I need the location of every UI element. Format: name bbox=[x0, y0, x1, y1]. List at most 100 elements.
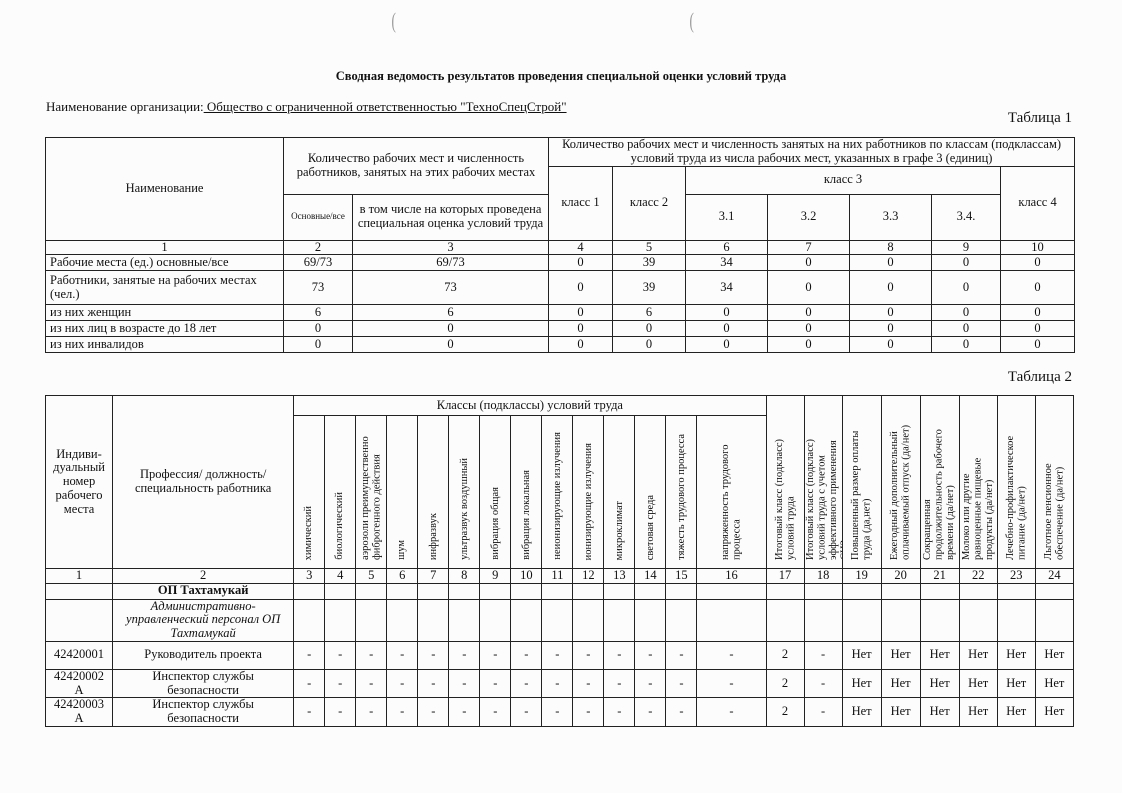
empty-cell bbox=[44, 582, 114, 600]
cell-value: - bbox=[572, 640, 605, 670]
cell-value: 6 bbox=[283, 304, 353, 322]
cell-value: 0 bbox=[685, 320, 769, 338]
punch-mark: ( bbox=[689, 8, 694, 33]
empty-cell bbox=[958, 598, 998, 642]
row-label: из них инвалидов bbox=[45, 336, 284, 354]
table2-caption: Таблица 2 bbox=[1007, 369, 1072, 385]
header-factor: световая среда bbox=[634, 415, 667, 569]
header-extra-label: Сокращенная продолжительность рабочего в… bbox=[922, 429, 957, 560]
table-row: Рабочие места (ед.) основные/все 69/73 69/… bbox=[45, 254, 1076, 272]
cell-value: 2 bbox=[765, 697, 805, 727]
cell-value: - bbox=[479, 697, 512, 727]
empty-cell bbox=[44, 598, 114, 642]
header-extra-label: Молоко или другие равноценные пищевые пр… bbox=[960, 457, 995, 560]
workplace-table: Индиви-дуальный номер рабочего места Про… bbox=[44, 395, 1075, 727]
empty-cell bbox=[510, 598, 543, 642]
empty-cell bbox=[765, 598, 805, 642]
column-number: 22 bbox=[958, 567, 998, 584]
cell-value: 0 bbox=[1000, 270, 1076, 306]
column-number: 15 bbox=[665, 567, 698, 584]
cell-value: Нет bbox=[919, 668, 960, 699]
cell-value: 39 bbox=[612, 270, 687, 306]
column-number: 6 bbox=[386, 567, 419, 584]
cell-value: 69/73 bbox=[283, 254, 353, 272]
header-factor: напряженность трудового процесса bbox=[696, 415, 767, 569]
table-row: Работники, занятые на рабочих местах (че… bbox=[45, 270, 1076, 306]
empty-cell bbox=[541, 598, 574, 642]
cell-value: 0 bbox=[849, 320, 933, 338]
header-factor: аэрозоли преимущественно фиброгенного де… bbox=[355, 415, 388, 569]
cell-value: Нет bbox=[996, 668, 1036, 699]
cell-value: 0 bbox=[1000, 304, 1076, 322]
cell-value: - bbox=[696, 668, 767, 699]
header-extra: Сокращенная продолжительность рабочего в… bbox=[919, 395, 960, 569]
empty-cell bbox=[417, 598, 450, 642]
cell-value: 0 bbox=[685, 304, 769, 322]
cell-value: - bbox=[696, 697, 767, 727]
header-extra: Итоговый класс (подкласс) условий труда bbox=[765, 395, 805, 569]
cell-value: - bbox=[386, 697, 419, 727]
cell-value: Нет bbox=[880, 640, 921, 670]
empty-cell bbox=[448, 598, 481, 642]
header-factor-label: шум bbox=[396, 540, 408, 560]
cell-value: 0 bbox=[931, 320, 1002, 338]
cell-value: 0 bbox=[1000, 254, 1076, 272]
column-number: 10 bbox=[1000, 239, 1076, 256]
cell-value: 0 bbox=[931, 304, 1002, 322]
column-number: 1 bbox=[44, 567, 114, 584]
cell-value: - bbox=[417, 640, 450, 670]
organization-line: Наименование организации: Общество с огр… bbox=[46, 99, 567, 115]
cell-value: - bbox=[324, 640, 357, 670]
cell-value: Нет bbox=[958, 640, 998, 670]
cell-value: 0 bbox=[767, 254, 851, 272]
header-extra: Молоко или другие равноценные пищевые пр… bbox=[958, 395, 998, 569]
empty-cell bbox=[996, 582, 1036, 600]
cell-value: - bbox=[293, 668, 326, 699]
cell-value: 0 bbox=[849, 336, 933, 354]
cell-value: - bbox=[448, 697, 481, 727]
header-factor: вибрация общая bbox=[479, 415, 512, 569]
header-factor: ультразвук воздушный bbox=[448, 415, 481, 569]
column-number: 4 bbox=[324, 567, 357, 584]
cell-value: - bbox=[603, 668, 636, 699]
cell-value: 0 bbox=[1000, 320, 1076, 338]
header-class1: класс 1 bbox=[548, 165, 614, 241]
cell-value: Нет bbox=[841, 640, 882, 670]
column-number: 2 bbox=[283, 239, 353, 256]
cell-value: - bbox=[448, 640, 481, 670]
cell-value: - bbox=[479, 640, 512, 670]
empty-cell bbox=[603, 598, 636, 642]
column-number: 4 bbox=[548, 239, 614, 256]
cell-value: - bbox=[634, 640, 667, 670]
cell-value: 6 bbox=[612, 304, 687, 322]
cell-value: - bbox=[541, 668, 574, 699]
column-number: 3 bbox=[293, 567, 326, 584]
column-number: 6 bbox=[685, 239, 769, 256]
cell-value: - bbox=[293, 697, 326, 727]
cell-value: - bbox=[417, 697, 450, 727]
column-number: 1 bbox=[45, 239, 284, 256]
column-number: 12 bbox=[572, 567, 605, 584]
empty-cell bbox=[634, 582, 667, 600]
header-extra-label: Льготное пенсионное обеспечение (да/нет) bbox=[1042, 463, 1066, 560]
column-number: 21 bbox=[919, 567, 960, 584]
table-row: из них женщин 6 6 0 6 0 0 0 0 0 bbox=[45, 304, 1076, 322]
column-number: 7 bbox=[417, 567, 450, 584]
header-classes: Количество рабочих мест и численность за… bbox=[548, 137, 1076, 167]
cell-value: - bbox=[510, 640, 543, 670]
cell-value: Нет bbox=[1034, 668, 1075, 699]
header-factor-label: неионизирующие излучения bbox=[551, 432, 563, 560]
empty-cell bbox=[541, 582, 574, 600]
empty-cell bbox=[1034, 598, 1075, 642]
cell-value: 73 bbox=[351, 270, 550, 306]
cell-value: Нет bbox=[996, 640, 1036, 670]
cell-value: - bbox=[510, 697, 543, 727]
column-number: 17 bbox=[765, 567, 805, 584]
header-factor-label: аэрозоли преимущественно фиброгенного де… bbox=[359, 436, 383, 560]
column-number: 8 bbox=[448, 567, 481, 584]
cell-value: - bbox=[696, 640, 767, 670]
header-workplaces: Количество рабочих мест и численность ра… bbox=[282, 137, 550, 195]
row-label: из них женщин bbox=[45, 304, 284, 322]
cell-value: - bbox=[572, 668, 605, 699]
punch-mark: ( bbox=[391, 8, 396, 33]
